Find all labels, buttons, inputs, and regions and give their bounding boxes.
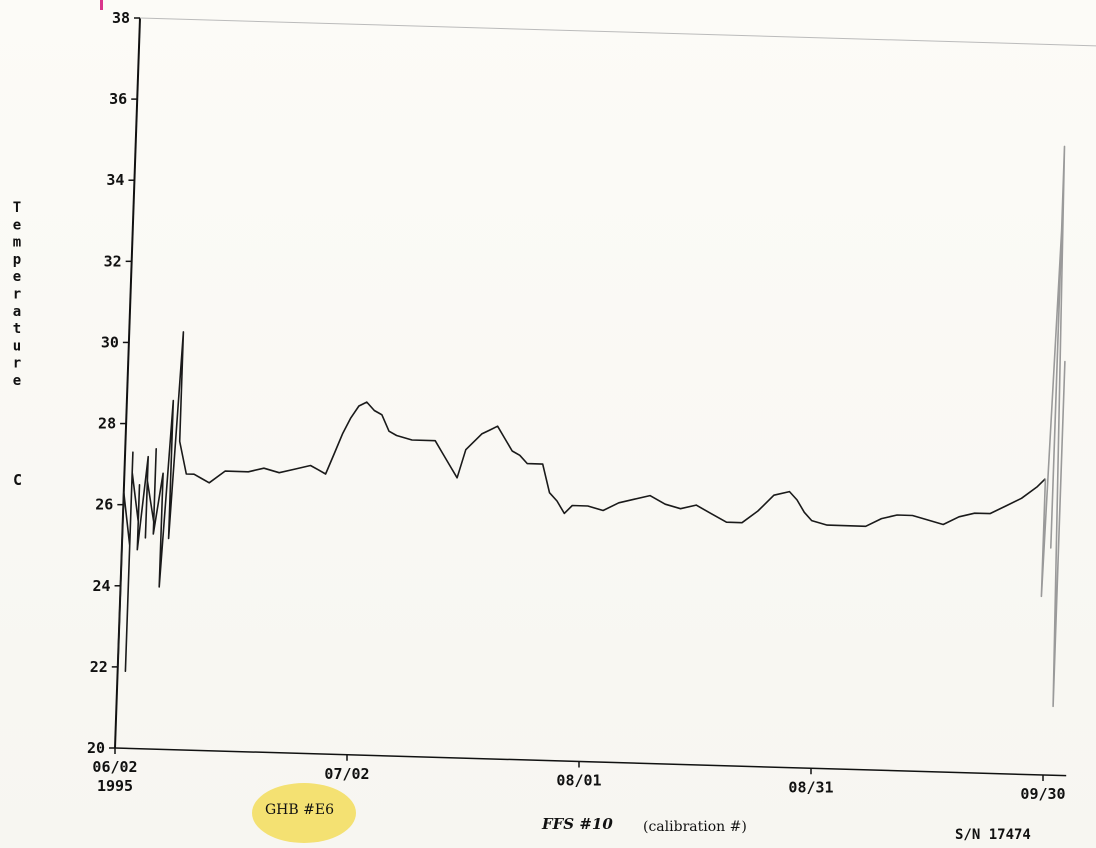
y-tick-label-36: 36 bbox=[109, 90, 127, 108]
y-tick-label-38: 38 bbox=[112, 9, 130, 27]
calibration-code: FFS #10 bbox=[541, 815, 613, 833]
x-tick-label-4: 09/30 bbox=[1020, 785, 1065, 803]
y-axis-label-letter: t bbox=[13, 321, 21, 337]
top-border-line bbox=[139, 17, 1096, 47]
x-tick-label-1: 07/02 bbox=[324, 765, 369, 783]
handwritten-id: GHB #E6 bbox=[265, 802, 334, 818]
y-tick-label-22: 22 bbox=[90, 658, 108, 676]
y-axis-label-letter: a bbox=[13, 304, 21, 320]
y-tick-label-24: 24 bbox=[92, 577, 110, 595]
y-axis-label-letter: r bbox=[13, 356, 21, 372]
y-tick-label-32: 32 bbox=[104, 252, 122, 270]
y-axis-label-letter: p bbox=[13, 252, 21, 268]
x-tick-label-3: 08/31 bbox=[788, 778, 833, 796]
y-axis-unit: C bbox=[13, 471, 22, 489]
y-tick-label-28: 28 bbox=[98, 415, 116, 433]
y-tick-label-34: 34 bbox=[106, 171, 124, 189]
x-tick-label-2: 08/01 bbox=[556, 772, 601, 790]
x-tick-sublabel-0: 1995 bbox=[97, 777, 133, 795]
y-tick-label-26: 26 bbox=[95, 496, 113, 514]
series-line-0 bbox=[117, 331, 1046, 673]
axes bbox=[114, 17, 1096, 777]
y-axis-label-letter: u bbox=[13, 338, 21, 354]
x-tick-label-0: 06/02 bbox=[92, 758, 137, 776]
y-axis-label-letter: e bbox=[13, 217, 21, 233]
y-axis-label-letter: r bbox=[13, 287, 21, 303]
margin-mark bbox=[100, 0, 103, 10]
x-axis-line bbox=[114, 747, 1067, 777]
series-group bbox=[117, 145, 1066, 708]
highlighter-mark bbox=[252, 783, 356, 843]
y-axis-label-letter: e bbox=[13, 373, 21, 389]
y-axis-label-letter: m bbox=[13, 235, 21, 251]
y-axis-label-letter: e bbox=[13, 269, 21, 285]
calibration-note: (calibration #) bbox=[643, 819, 747, 835]
series-line-1 bbox=[1040, 145, 1066, 708]
y-axis-label-letter: T bbox=[13, 200, 21, 216]
y-tick-label-30: 30 bbox=[101, 333, 119, 351]
serial-number: S/N 17474 bbox=[955, 827, 1031, 843]
y-tick-label-20: 20 bbox=[87, 739, 105, 757]
y-ticks: 20 22 24 26 28 30 32 34 36 38 bbox=[87, 9, 140, 757]
